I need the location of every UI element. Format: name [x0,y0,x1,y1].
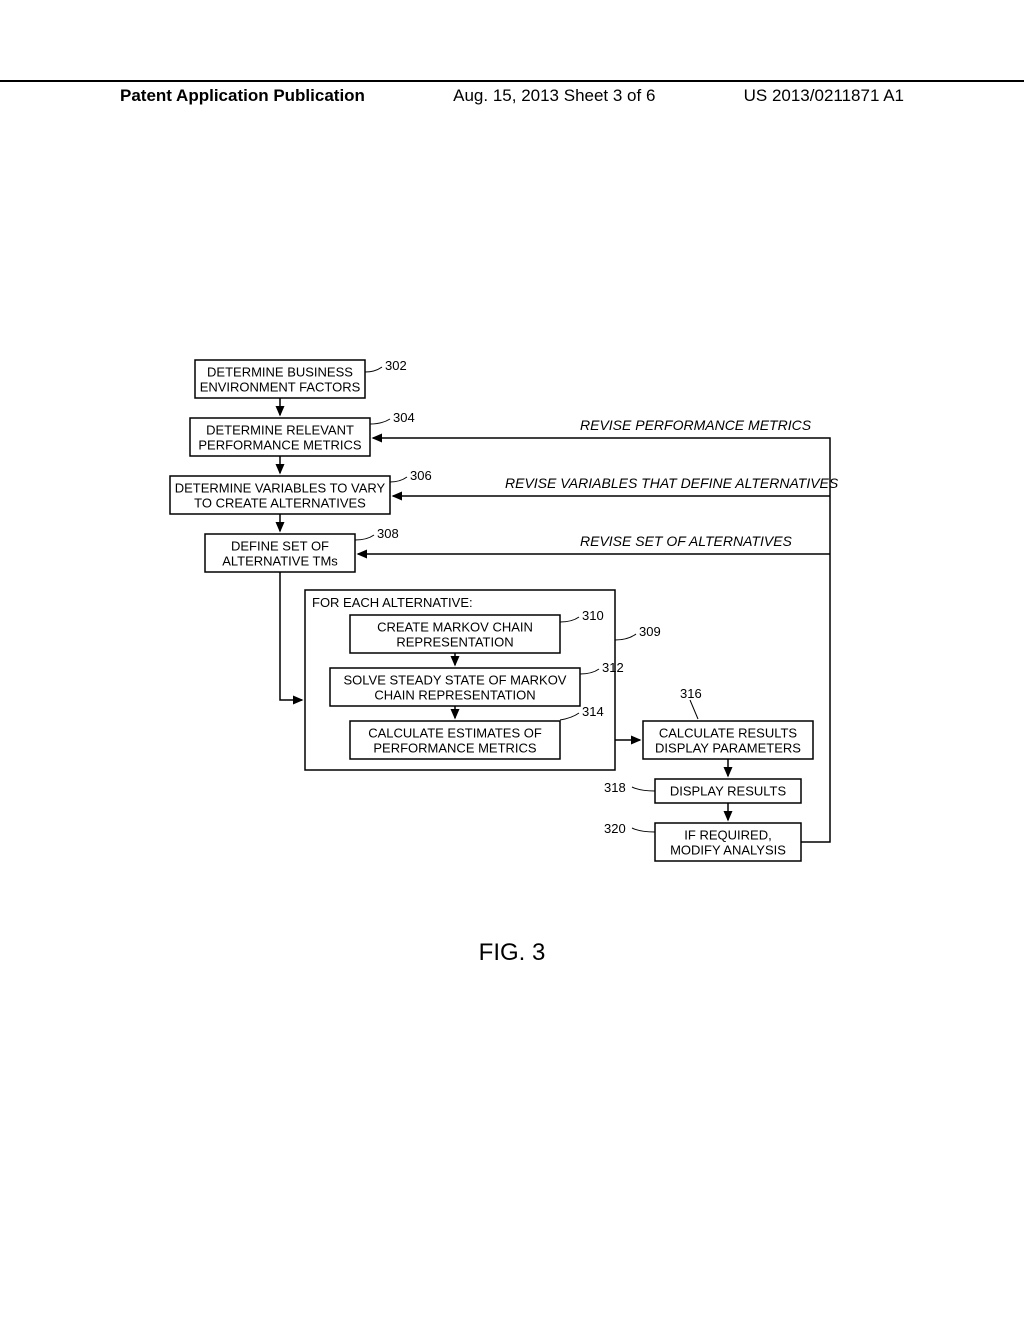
box-306: DETERMINE VARIABLES TO VARY TO CREATE AL… [170,468,432,514]
box-318: DISPLAY RESULTS 318 [604,779,801,803]
box-316: CALCULATE RESULTS DISPLAY PARAMETERS 316 [643,686,813,759]
box-308-line1: DEFINE SET OF [231,538,329,553]
box-310-line2: REPRESENTATION [396,634,513,649]
box-304-line2: PERFORMANCE METRICS [198,437,362,452]
box-310: CREATE MARKOV CHAIN REPRESENTATION 310 [350,608,604,653]
ref-304: 304 [393,410,415,425]
box-320-line1: IF REQUIRED, [684,827,771,842]
ref-312: 312 [602,660,624,675]
box-314-line1: CALCULATE ESTIMATES OF [368,725,542,740]
box-314: CALCULATE ESTIMATES OF PERFORMANCE METRI… [350,704,604,759]
box-312-line1: SOLVE STEADY STATE OF MARKOV [344,672,567,687]
ref-318: 318 [604,780,626,795]
feedback-label-306: REVISE VARIABLES THAT DEFINE ALTERNATIVE… [505,475,839,491]
box-312: SOLVE STEADY STATE OF MARKOV CHAIN REPRE… [330,660,624,706]
box-316-line2: DISPLAY PARAMETERS [655,740,801,755]
box-318-line1: DISPLAY RESULTS [670,783,787,798]
box-306-line1: DETERMINE VARIABLES TO VARY [175,480,386,495]
box-320: IF REQUIRED, MODIFY ANALYSIS 320 [604,821,801,861]
box-309-title: FOR EACH ALTERNATIVE: [312,595,473,610]
box-308-line2: ALTERNATIVE TMs [222,553,338,568]
ref-306: 306 [410,468,432,483]
ref-316: 316 [680,686,702,701]
box-320-line2: MODIFY ANALYSIS [670,842,786,857]
box-302-line1: DETERMINE BUSINESS [207,364,353,379]
box-304-line1: DETERMINE RELEVANT [206,422,354,437]
ref-308: 308 [377,526,399,541]
box-314-line2: PERFORMANCE METRICS [373,740,537,755]
box-304: DETERMINE RELEVANT PERFORMANCE METRICS 3… [190,410,415,456]
arrow-308-309 [280,572,302,700]
feedback-label-304: REVISE PERFORMANCE METRICS [580,417,812,433]
figure-label: FIG. 3 [479,939,546,966]
flowchart-diagram: DETERMINE BUSINESS ENVIRONMENT FACTORS 3… [0,0,1024,1320]
ref-310: 310 [582,608,604,623]
ref-314: 314 [582,704,604,719]
ref-309: 309 [639,624,661,639]
box-308: DEFINE SET OF ALTERNATIVE TMs 308 [205,526,399,572]
box-316-line1: CALCULATE RESULTS [659,725,798,740]
box-302: DETERMINE BUSINESS ENVIRONMENT FACTORS 3… [195,358,407,398]
ref-302: 302 [385,358,407,373]
box-312-line2: CHAIN REPRESENTATION [374,687,535,702]
feedback-label-308: REVISE SET OF ALTERNATIVES [580,533,793,549]
box-302-line2: ENVIRONMENT FACTORS [200,379,361,394]
ref-320: 320 [604,821,626,836]
box-310-line1: CREATE MARKOV CHAIN [377,619,533,634]
box-306-line2: TO CREATE ALTERNATIVES [194,495,366,510]
